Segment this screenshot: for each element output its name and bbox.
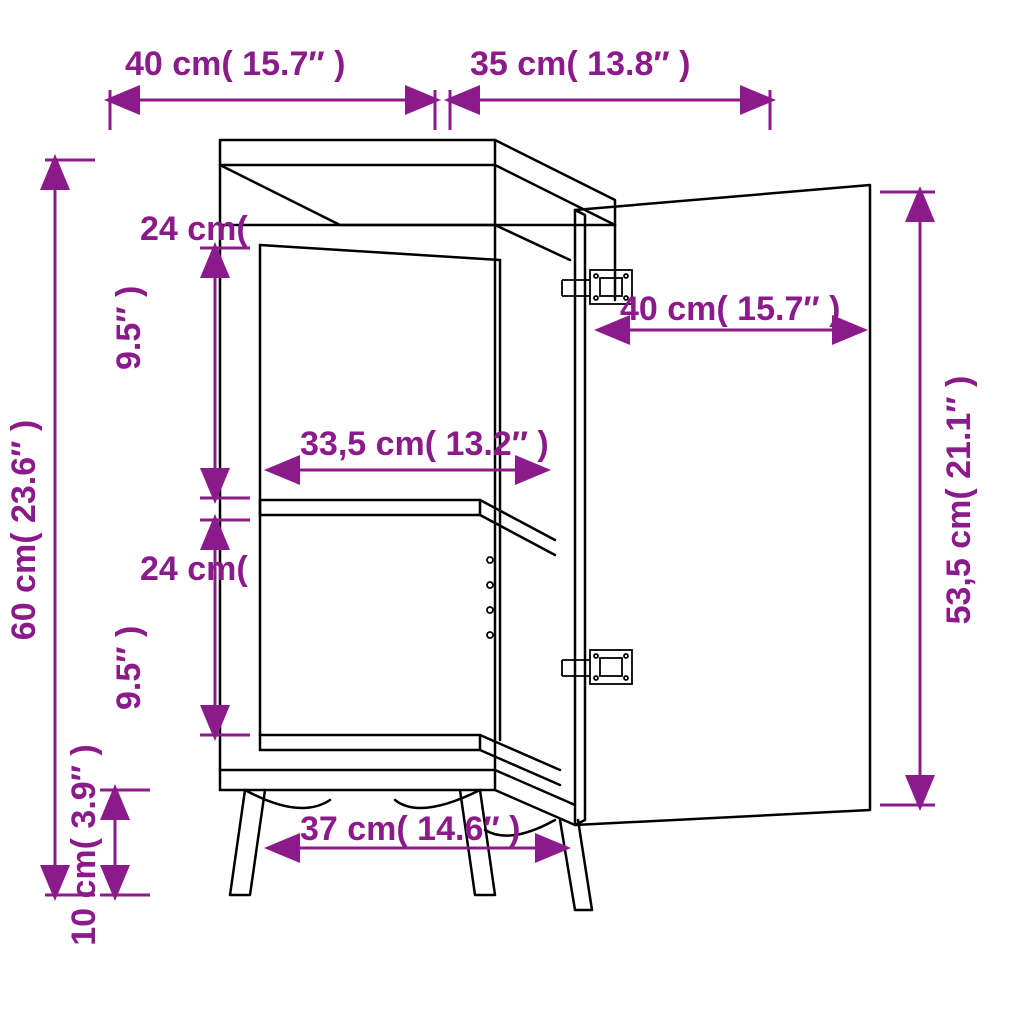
diagram-canvas: 40 cm( 15.7″ ) 35 cm( 13.8″ ) 60 cm( 23.…: [0, 0, 1024, 1024]
label-inner-lower-in: 9.5″ ): [110, 626, 148, 710]
label-top-depth: 35 cm( 13.8″ ): [470, 45, 690, 83]
dimension-labels: 40 cm( 15.7″ ) 35 cm( 13.8″ ) 60 cm( 23.…: [5, 45, 978, 946]
label-bottom-width: 37 cm( 14.6″ ): [300, 810, 520, 848]
label-inner-upper-in: 9.5″ ): [110, 286, 148, 370]
label-top-width: 40 cm( 15.7″ ): [125, 45, 345, 83]
label-left-leg: 10 cm( 3.9″ ): [65, 744, 103, 946]
label-inner-lower-cm: 24 cm(: [140, 550, 248, 588]
hinge-bottom: [562, 650, 632, 684]
label-right-door: 53,5 cm( 21.1″ ): [940, 376, 978, 625]
label-shelf-width: 33,5 cm( 13.2″ ): [300, 425, 549, 463]
cabinet-door: [562, 185, 870, 825]
label-door-inner: 40 cm( 15.7″ ): [620, 290, 840, 328]
label-inner-upper-cm: 24 cm(: [140, 210, 248, 248]
label-left-height: 60 cm( 23.6″ ): [5, 420, 43, 640]
cabinet-drawing: [220, 140, 870, 910]
